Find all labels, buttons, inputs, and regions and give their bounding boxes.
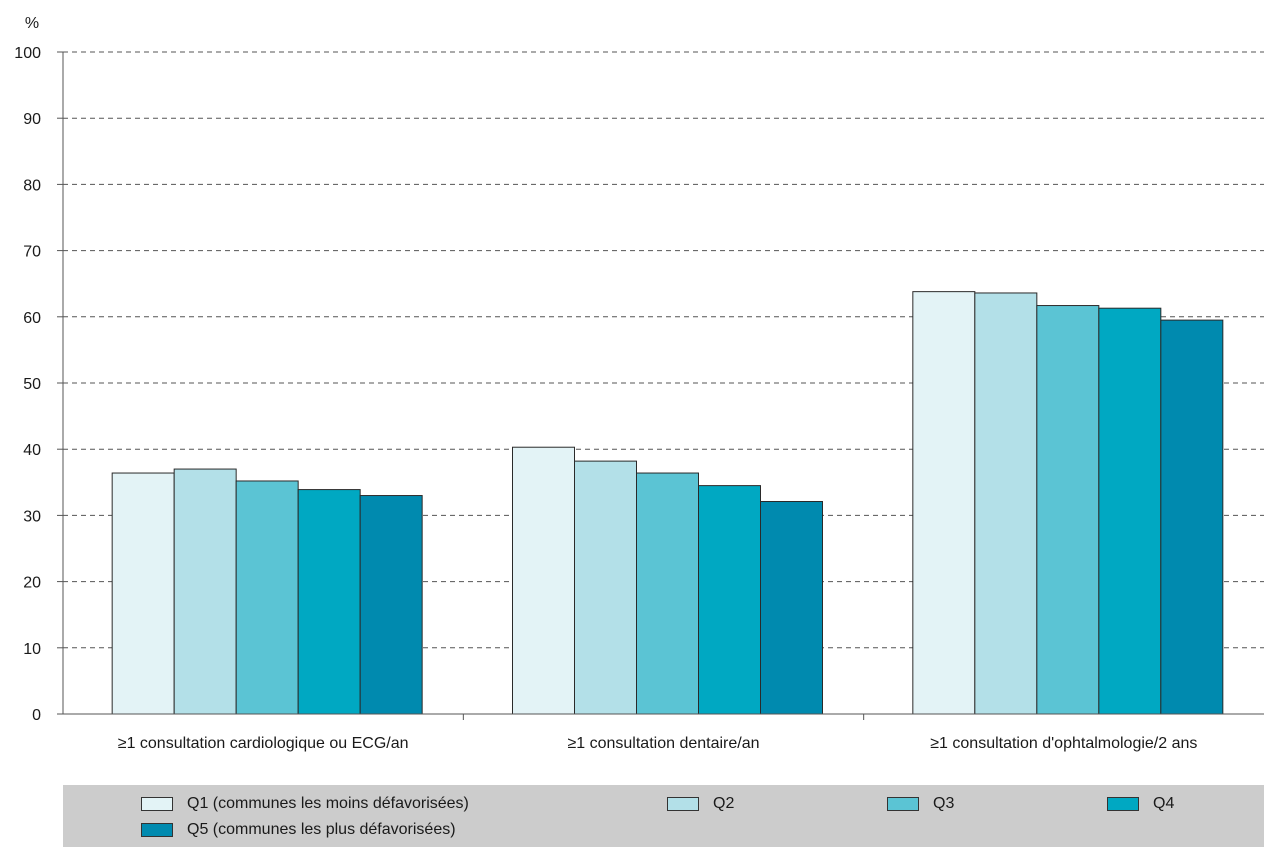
legend: Q1 (communes les moins défavorisées) Q2 Q3… xyxy=(63,785,1264,847)
y-tick-label: 90 xyxy=(23,111,41,128)
bar-3-category-1 xyxy=(235,480,299,715)
y-tick-label: 10 xyxy=(23,641,41,658)
bar-chart: 0 10 20 30 40 50 60 70 80 90 100 ≥1 consultation ca… xyxy=(14,15,1264,752)
x-category-label: ≥1 consultation d'ophtalmologie/2 ans xyxy=(930,735,1197,752)
bar-5-category-1 xyxy=(359,495,423,715)
legend-item-q3: Q3 xyxy=(887,793,954,815)
bar-1-category-1 xyxy=(111,472,175,715)
bar-3-category-2 xyxy=(636,472,699,715)
bar-5-category-3 xyxy=(1160,319,1224,715)
legend-label: Q1 (communes les moins défavorisées) xyxy=(187,795,469,812)
bar-4-category-3 xyxy=(1098,307,1162,715)
y-tick-label: 60 xyxy=(23,310,41,327)
legend-swatch xyxy=(667,797,699,811)
axes: 0 10 20 30 40 50 60 70 80 90 100 ≥1 consultation ca… xyxy=(14,45,1264,752)
legend-item-q5: Q5 (communes les plus défavorisées) xyxy=(141,819,456,841)
y-tick-label: 30 xyxy=(23,508,41,525)
y-axis-unit-label: % xyxy=(25,15,39,32)
x-category-label: ≥1 consultation dentaire/an xyxy=(567,735,759,752)
legend-swatch xyxy=(887,797,919,811)
bar-2-category-1 xyxy=(173,468,237,715)
bar-4-category-1 xyxy=(297,489,361,715)
y-tick-label: 70 xyxy=(23,244,41,261)
y-tick-label: 20 xyxy=(23,575,41,592)
legend-swatch xyxy=(1107,797,1139,811)
bar-4-category-2 xyxy=(698,485,761,715)
legend-swatch xyxy=(141,823,173,837)
legend-item-q4: Q4 xyxy=(1107,793,1174,815)
bars xyxy=(111,291,1224,715)
x-category-label: ≥1 consultation cardiologique ou ECG/an xyxy=(118,735,409,752)
y-tick-label: 80 xyxy=(23,177,41,194)
y-tick-label: 50 xyxy=(23,376,41,393)
bar-2-category-2 xyxy=(574,460,637,715)
legend-item-q2: Q2 xyxy=(667,793,734,815)
y-tick-label: 100 xyxy=(14,45,41,62)
legend-label: Q3 xyxy=(933,795,955,812)
legend-swatch xyxy=(141,797,173,811)
legend-label: Q4 xyxy=(1153,795,1175,812)
bar-5-category-2 xyxy=(760,500,823,715)
bar-1-category-2 xyxy=(512,446,575,715)
legend-label: Q2 xyxy=(713,795,735,812)
bar-2-category-3 xyxy=(974,292,1038,715)
legend-item-q1: Q1 (communes les moins défavorisées) xyxy=(141,793,469,815)
bar-1-category-3 xyxy=(912,291,976,715)
legend-label: Q5 (communes les plus défavorisées) xyxy=(187,821,456,838)
bar-3-category-3 xyxy=(1036,305,1100,715)
y-tick-label: 40 xyxy=(23,442,41,459)
y-tick-label: 0 xyxy=(32,707,41,724)
